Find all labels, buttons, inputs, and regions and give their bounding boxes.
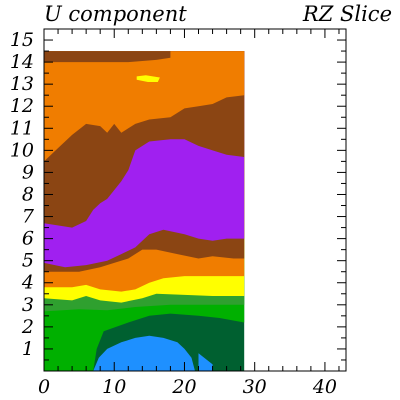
y-tick-label: 14 <box>10 51 34 73</box>
x-tick-label: 40 <box>312 376 337 398</box>
y-tick-label: 8 <box>22 183 34 205</box>
y-tick-label: 2 <box>21 316 34 338</box>
contour-region-orange-8 <box>44 51 245 162</box>
y-tick-label: 15 <box>10 29 34 51</box>
y-tick-label: 11 <box>10 117 34 139</box>
x-tick-label: 30 <box>243 376 267 398</box>
x-tick-label: 10 <box>102 376 126 398</box>
chart-title-right: RZ Slice <box>302 2 392 26</box>
y-tick-label: 13 <box>10 73 34 95</box>
contour-regions <box>44 51 245 371</box>
y-tick-label: 10 <box>10 139 34 161</box>
contour-region-yellow-11 <box>136 75 160 82</box>
y-tick-label: 4 <box>21 272 34 294</box>
y-tick-label: 3 <box>22 294 34 316</box>
x-tick-label: 0 <box>38 376 50 398</box>
y-tick-label: 6 <box>22 228 34 250</box>
y-tick-label: 1 <box>22 338 34 360</box>
contour-region-blue-10 <box>93 335 213 371</box>
contour-region-brown-9 <box>44 51 171 63</box>
chart-title-left: U component <box>44 2 187 26</box>
x-tick-label: 20 <box>171 376 196 398</box>
y-tick-label: 5 <box>22 250 34 272</box>
y-tick-label: 9 <box>22 161 34 183</box>
y-tick-label: 7 <box>22 206 35 228</box>
plot-frame <box>43 28 347 372</box>
y-tick-label: 12 <box>10 95 34 117</box>
